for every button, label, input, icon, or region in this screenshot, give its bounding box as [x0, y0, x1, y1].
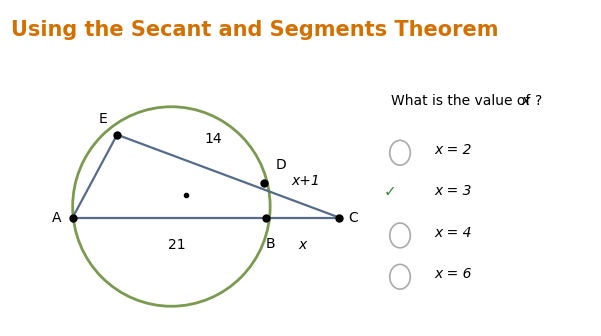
Text: x = 2: x = 2 [435, 143, 472, 157]
Text: 14: 14 [204, 132, 222, 146]
Text: x = 3: x = 3 [435, 184, 472, 199]
Text: ✓: ✓ [384, 184, 397, 200]
Text: 21: 21 [168, 238, 186, 252]
Text: C: C [349, 211, 358, 224]
Text: What is the value of: What is the value of [391, 93, 535, 108]
Text: x = 6: x = 6 [435, 267, 472, 281]
Text: x = 4: x = 4 [435, 226, 472, 240]
Text: Using the Secant and Segments Theorem: Using the Secant and Segments Theorem [11, 20, 498, 40]
Text: B: B [265, 237, 275, 251]
Text: E: E [99, 113, 108, 126]
Text: x+1: x+1 [291, 174, 320, 188]
Text: x: x [299, 238, 307, 252]
Text: A: A [52, 211, 61, 224]
Text: ?: ? [535, 93, 542, 108]
Text: D: D [275, 158, 286, 172]
Text: x: x [521, 93, 529, 108]
